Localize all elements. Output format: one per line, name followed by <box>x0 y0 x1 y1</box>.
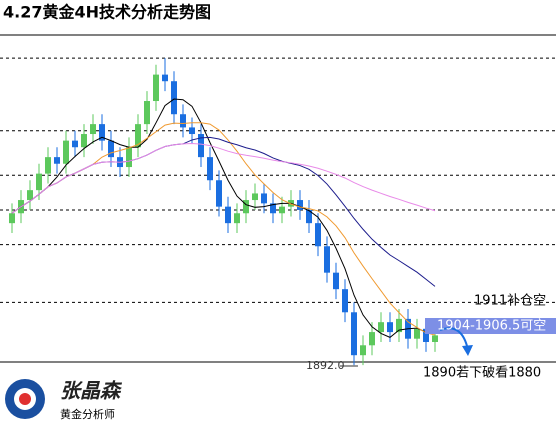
candle-body <box>378 322 384 333</box>
candle-body <box>144 101 150 125</box>
candle-body <box>252 193 258 201</box>
low-label: 1892.0 <box>306 359 345 372</box>
candle-body <box>333 272 339 290</box>
candle-body <box>36 173 42 191</box>
candle-body <box>99 124 105 141</box>
candle-body <box>63 140 69 164</box>
candle-body <box>189 127 195 135</box>
level-label: 1911补仓空 <box>474 294 546 309</box>
brand-name: 张晶森 <box>60 379 123 403</box>
candle-body <box>198 134 204 158</box>
arrow-head <box>462 345 473 356</box>
candle-body <box>216 180 222 207</box>
candle-body <box>171 81 177 115</box>
target-label: 1890若下破看1880 <box>423 365 541 381</box>
candle-body <box>27 190 33 201</box>
candle-body <box>342 289 348 313</box>
candle-body <box>135 124 141 148</box>
candle-body <box>234 213 240 224</box>
candle-body <box>279 206 285 214</box>
candle-body <box>369 332 375 346</box>
candle-body <box>297 200 303 210</box>
candle-body <box>90 124 96 135</box>
candle-body <box>423 328 429 342</box>
candle-body <box>270 203 276 214</box>
candle-body <box>54 157 60 164</box>
candle-body <box>180 114 186 128</box>
candle-body <box>243 200 249 214</box>
zone-label: 1904-1906.5可空 <box>437 319 546 334</box>
plot <box>0 57 556 366</box>
candle-body <box>45 157 51 174</box>
moving-average <box>11 142 436 214</box>
candle-body <box>9 213 15 224</box>
brand-tagline: 黄金分析师 <box>60 407 115 421</box>
candle-body <box>324 246 330 273</box>
candle-body <box>108 140 114 158</box>
candle-body <box>153 74 159 102</box>
candle-body <box>360 345 366 356</box>
candle-body <box>306 209 312 224</box>
candle-body <box>432 335 438 342</box>
candle-body <box>207 157 213 181</box>
candle-body <box>126 147 132 168</box>
candle-body <box>261 193 267 204</box>
candle-body <box>351 312 357 356</box>
candle-body <box>225 206 231 224</box>
candle-body <box>72 140 78 148</box>
candle-body <box>162 74 168 82</box>
moving-average <box>11 98 436 338</box>
chart-title: 4.27黄金4H技术分析走势图 <box>3 3 211 22</box>
candle-body <box>387 322 393 333</box>
candle-body <box>396 318 402 333</box>
candle-body <box>414 328 420 339</box>
candle-body <box>315 223 321 247</box>
logo <box>19 393 31 405</box>
candle-body <box>81 134 87 148</box>
